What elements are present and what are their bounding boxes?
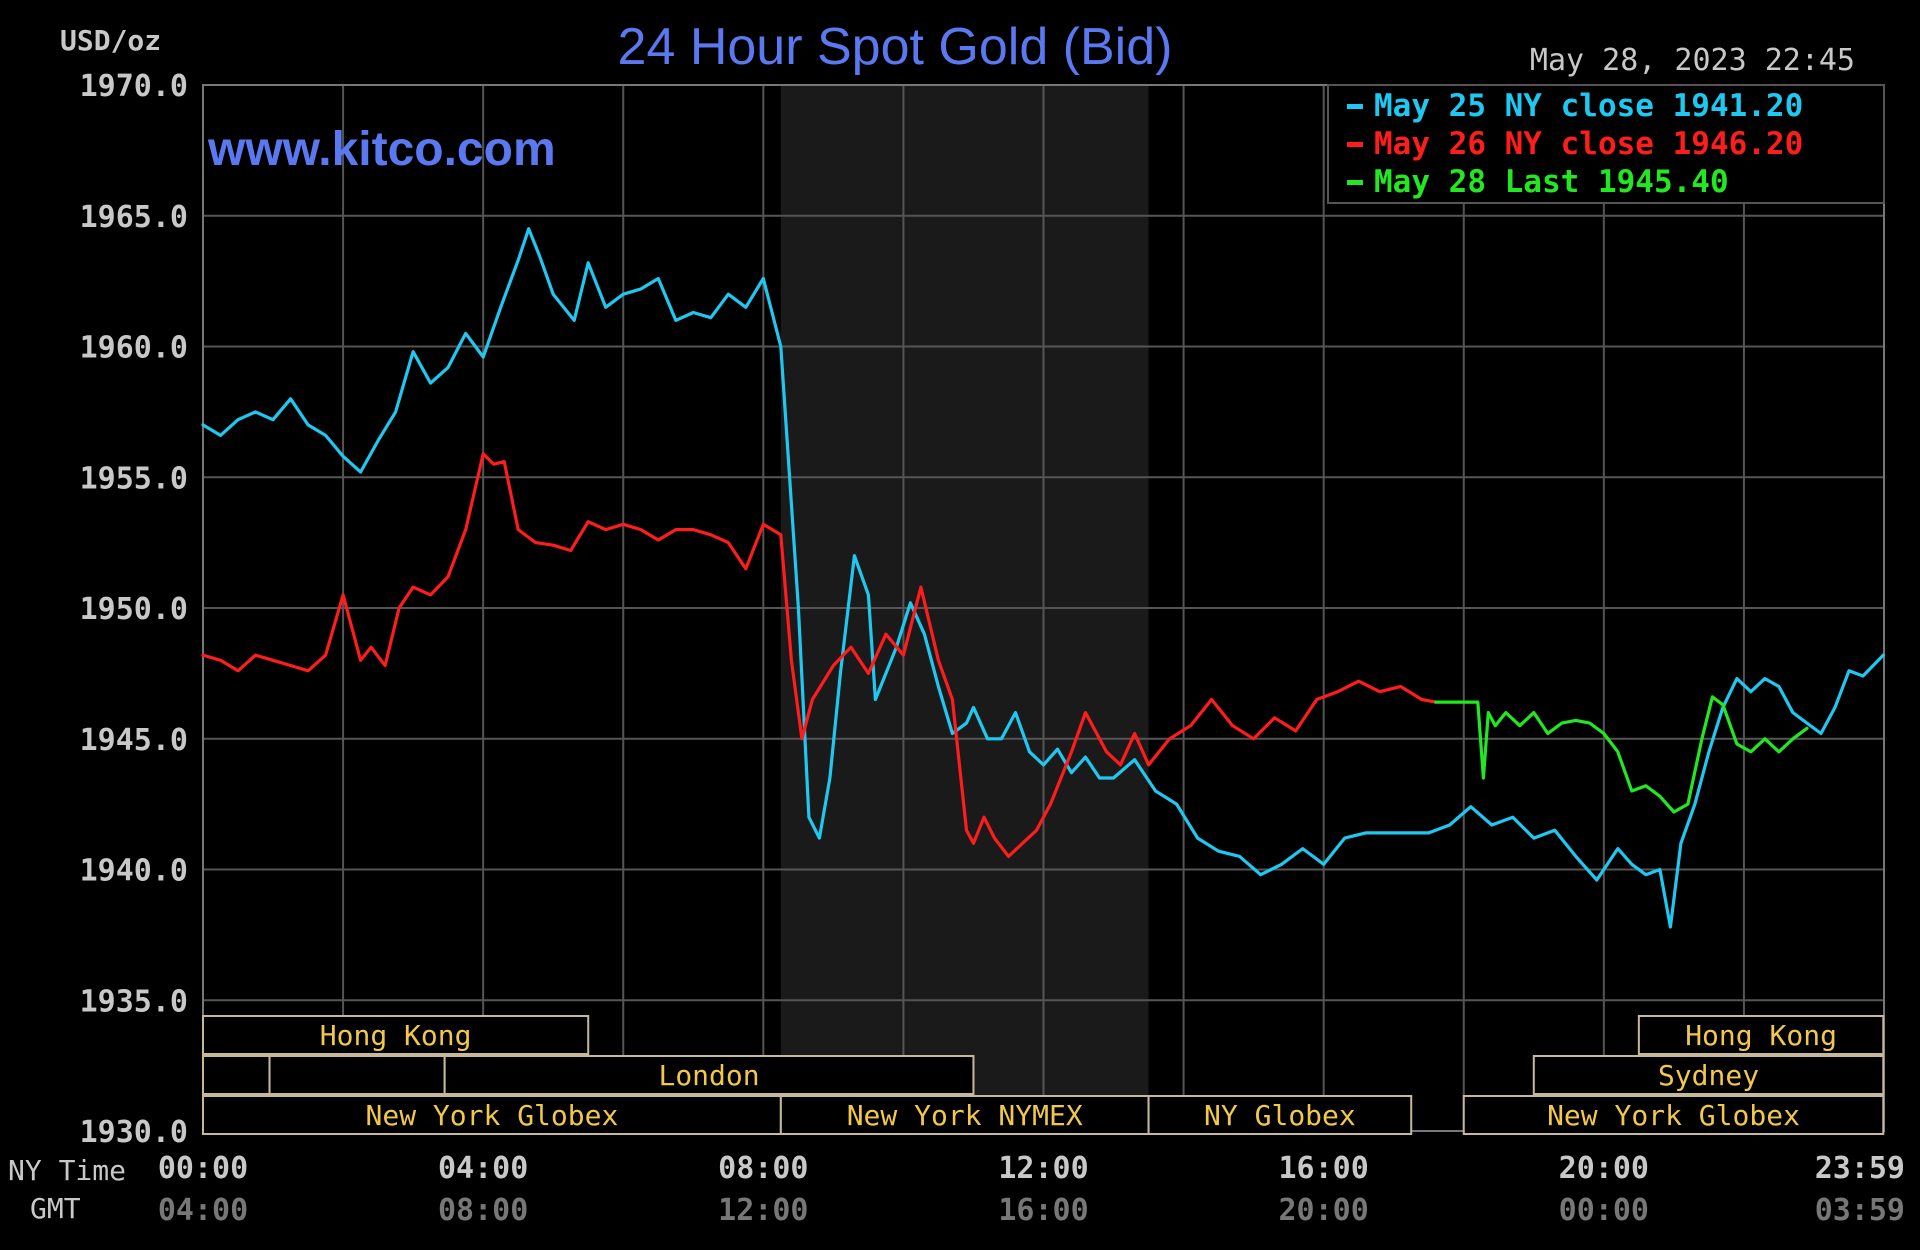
y-tick-label: 1950.0 (80, 592, 188, 627)
x-tick-label-ny: 00:00 (158, 1151, 248, 1186)
unit-label: USD/oz (60, 24, 161, 57)
session-box (779, 1095, 1150, 1135)
axis-layer: 1970.0 1965.0 1960.0 1955.0 1950.0 1945.0 1940… (8, 69, 1905, 1228)
x-tick-label-gmt: 16:00 (998, 1193, 1088, 1228)
session-label: London (658, 1059, 759, 1092)
session-label: Hong Kong (1685, 1019, 1837, 1052)
legend-swatch (1347, 104, 1363, 109)
session-box (443, 1055, 975, 1095)
y-tick-label: 1940.0 (80, 854, 188, 889)
series-layer (201, 227, 1885, 929)
x-tick-label-ny: 20:00 (1559, 1151, 1649, 1186)
session-box (1147, 1095, 1413, 1135)
series-line-may-26 (201, 452, 1438, 859)
session-box (202, 1055, 271, 1095)
session-label: Hong Kong (320, 1019, 472, 1052)
x-tick-label-gmt: 20:00 (1279, 1193, 1369, 1228)
session-box (1532, 1055, 1885, 1095)
y-tick-label: 1930.0 (80, 1115, 188, 1150)
y-tick-label: 1965.0 (80, 200, 188, 235)
series-line-may-28 (1434, 695, 1809, 814)
session-label: Sydney (1658, 1059, 1759, 1092)
legend-swatch (1347, 142, 1363, 147)
session-box (202, 1015, 590, 1055)
y-tick-label: 1960.0 (80, 331, 188, 366)
watermark-link[interactable]: www.kitco.com (207, 123, 556, 176)
x-tick-label-ny: 08:00 (718, 1151, 808, 1186)
series-line-may-25 (201, 227, 1885, 929)
x-tick-label-ny: 23:59 (1815, 1151, 1905, 1186)
session-label: New York Globex (1547, 1099, 1800, 1132)
x-tick-label-ny: 04:00 (438, 1151, 528, 1186)
y-tick-label: 1955.0 (80, 461, 188, 496)
y-tick-label: 1935.0 (80, 984, 188, 1019)
gmt-row-label: GMT (30, 1192, 81, 1225)
session-box (1462, 1095, 1885, 1135)
x-tick-label-gmt: 00:00 (1559, 1193, 1649, 1228)
trading-sessions-layer: Hong Kong London New York Globex New York N… (202, 1015, 1885, 1135)
session-box (268, 1055, 446, 1095)
y-tick-label: 1970.0 (80, 69, 188, 104)
session-label: New York Globex (365, 1099, 618, 1132)
legend-box (1327, 84, 1885, 204)
ny-time-row-label: NY Time (8, 1154, 126, 1187)
session-label: NY Globex (1204, 1099, 1356, 1132)
x-tick-label-gmt: 03:59 (1815, 1193, 1905, 1228)
legend-entry: May 25 NY close 1941.20 (1374, 88, 1803, 124)
legend-swatch (1347, 180, 1363, 185)
timestamp: May 28, 2023 22:45 (1530, 43, 1855, 78)
grid-layer (202, 84, 1885, 1132)
legend-entry: May 26 NY close 1946.20 (1374, 126, 1803, 162)
chart-title: 24 Hour Spot Gold (Bid) (618, 18, 1173, 76)
session-label: New York NYMEX (847, 1099, 1083, 1132)
x-tick-label-ny: 16:00 (1279, 1151, 1369, 1186)
x-tick-label-gmt: 12:00 (718, 1193, 808, 1228)
x-tick-label-gmt: 04:00 (158, 1193, 248, 1228)
x-tick-label-ny: 12:00 (998, 1151, 1088, 1186)
y-tick-label: 1945.0 (80, 723, 188, 758)
session-box (1637, 1015, 1885, 1055)
legend-entry: May 28 Last 1945.40 (1374, 164, 1729, 200)
x-tick-label-gmt: 08:00 (438, 1193, 528, 1228)
